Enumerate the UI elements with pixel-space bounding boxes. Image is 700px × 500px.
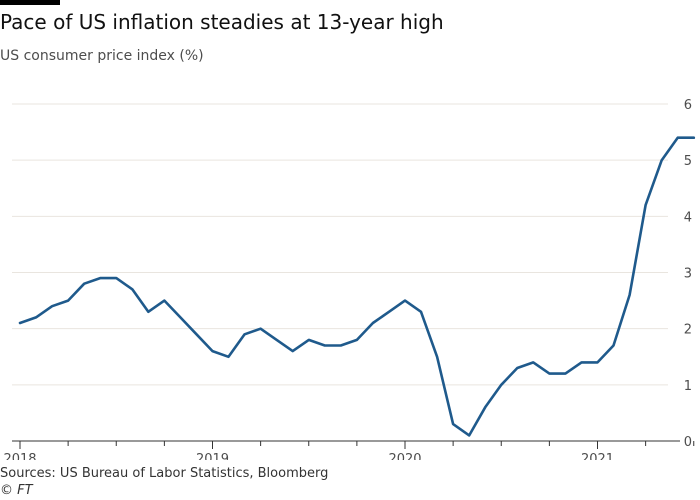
x-tick-label: 2019 xyxy=(196,452,229,460)
source-note: Sources: US Bureau of Labor Statistics, … xyxy=(0,466,329,481)
y-axis: 0 1 2 3 4 5 6 xyxy=(684,98,692,450)
x-tick-label: 2021 xyxy=(581,452,614,460)
y-tick-label: 0 xyxy=(684,435,692,450)
grid-lines xyxy=(12,103,668,386)
line-chart: 2018 2019 2020 2021 0 1 2 3 4 5 6 xyxy=(3,98,696,460)
series-group xyxy=(18,136,696,437)
x-axis: 2018 2019 2020 2021 xyxy=(3,440,695,460)
y-tick-label: 5 xyxy=(684,154,692,169)
y-tick-label: 3 xyxy=(684,267,692,282)
y-tick-label: 4 xyxy=(684,210,692,225)
chart-subtitle: US consumer price index (%) xyxy=(0,48,204,64)
ft-accent-bar xyxy=(0,0,60,5)
x-tick-label: 2018 xyxy=(3,452,36,460)
chart-title: Pace of US inflation steadies at 13-year… xyxy=(0,10,444,34)
y-tick-label: 1 xyxy=(684,379,692,394)
y-tick-label: 6 xyxy=(684,98,692,113)
x-tick-label: 2020 xyxy=(388,452,421,460)
ft-credit: © FT xyxy=(0,483,33,498)
y-tick-label: 2 xyxy=(684,323,692,338)
cpi-series-line xyxy=(18,136,696,437)
